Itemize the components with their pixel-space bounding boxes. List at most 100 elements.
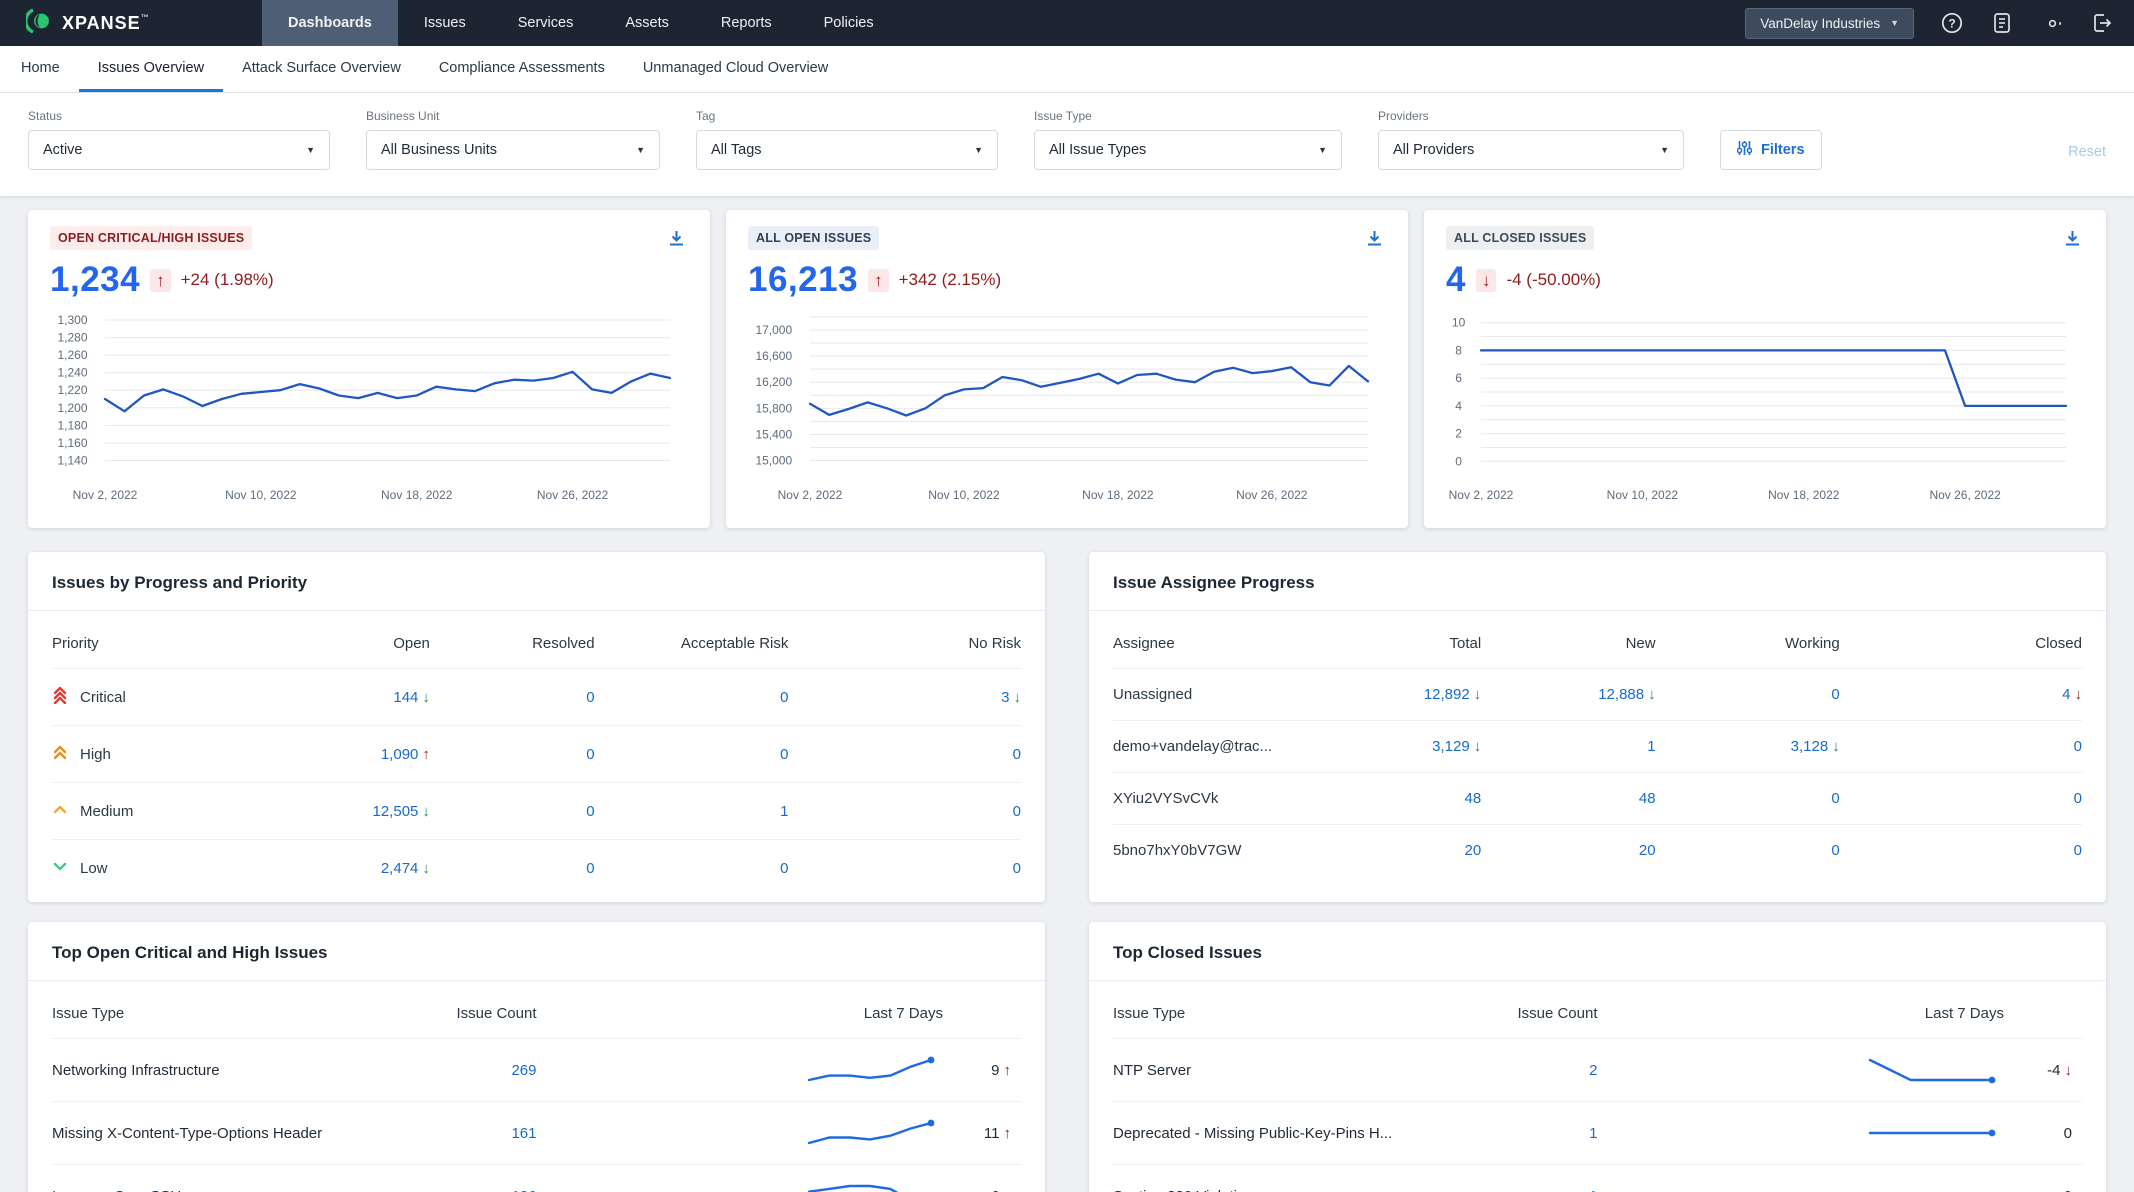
svg-text:8: 8 [1455,343,1462,357]
count-link[interactable]: 1 [780,802,789,820]
count-link[interactable]: 48 [1638,790,1656,807]
nav-item-services[interactable]: Services [517,15,574,31]
svg-text:15,000: 15,000 [755,454,792,468]
count-link[interactable]: 0 [1831,686,1840,703]
tab-issues-overview[interactable]: Issues Overview [78,46,224,92]
table-row: High 1,090 ↑ 0 0 0 [52,725,1021,782]
count-link[interactable]: 144 [393,688,419,706]
count-link[interactable]: 0 [2073,738,2082,755]
count-link[interactable]: 126 [511,1188,536,1192]
count-link[interactable]: 12,892 [1423,686,1470,703]
trend-down-icon: ↓ [422,859,430,877]
count-link[interactable]: 1 [1589,1188,1597,1192]
count-link[interactable]: 1 [1589,1124,1598,1142]
count-link[interactable]: 0 [586,745,595,763]
tab-unmanaged-cloud-overview[interactable]: Unmanaged Cloud Overview [642,59,829,76]
nav-item-assets[interactable]: Assets [625,15,669,31]
svg-text:1,140: 1,140 [57,453,87,467]
table-row: Low 2,474 ↓ 0 0 0 [52,839,1021,896]
business-unit-select[interactable]: All Business Units ▼ [366,130,660,170]
tab-compliance-assessments[interactable]: Compliance Assessments [438,59,605,76]
numeric-cell: 0 [595,688,789,706]
status-select[interactable]: Active ▼ [28,130,330,170]
count-link[interactable]: 0 [1012,745,1021,763]
nav-item-issues[interactable]: Issues [423,15,466,31]
count-link[interactable]: 0 [1831,842,1840,859]
trend-chart-open-critical-high: 1,140 1,160 1,180 1,200 1,220 1,240 1,260 1,280… [50,305,688,512]
tab-attack-surface-overview[interactable]: Attack Surface Overview [242,59,401,76]
count-link[interactable]: 48 [1464,790,1482,807]
count-link[interactable]: 3,129 [1432,738,1470,755]
count-link[interactable]: 0 [586,859,595,877]
priority-cell: High [52,743,265,765]
count-link[interactable]: 0 [586,688,595,706]
numeric-cell: 0 [1840,842,2082,859]
count-link[interactable]: 0 [1012,859,1021,877]
filters-button-label: Filters [1761,142,1805,158]
numeric-cell: 1,090 ↑ [265,746,430,763]
count-link[interactable]: 0 [780,745,789,763]
count-link[interactable]: 0 [1012,802,1021,820]
trend-up-icon: ↑ [1003,1061,1011,1079]
count-link[interactable]: 1 [1647,738,1656,755]
count-link[interactable]: 0 [780,859,789,877]
logout-icon[interactable] [2090,11,2114,35]
count-link[interactable]: 4 [2062,686,2071,703]
last-7-days-cell: 0 [1597,1119,2082,1147]
nav-item-dashboards[interactable]: Dashboards [262,0,398,46]
tag-select[interactable]: All Tags ▼ [696,130,998,170]
tenant-name: VanDelay Industries [1760,15,1881,31]
reset-button[interactable]: Reset [2068,144,2106,160]
issue-type-select-value: All Issue Types [1049,142,1147,158]
priority-cell: Medium [52,800,265,822]
count-link[interactable]: 0 [780,688,789,706]
count-link[interactable]: 0 [1831,790,1840,807]
count-link[interactable]: 0 [2073,790,2082,807]
svg-text:1,300: 1,300 [57,313,87,327]
filters-button[interactable]: Filters [1720,130,1822,170]
count-link[interactable]: 2 [1589,1061,1598,1079]
count-link[interactable]: 3,128 [1790,738,1829,755]
caret-down-icon: ▼ [1890,18,1899,28]
count-link[interactable]: 161 [511,1124,537,1142]
assignee-cell: Unassigned [1113,686,1326,703]
numeric-cell: 0 [788,860,1021,877]
download-icon[interactable] [2060,226,2084,250]
nav-item-policies[interactable]: Policies [823,15,874,31]
help-icon[interactable]: ? [1940,11,1964,35]
trend-number: 11 [983,1124,1000,1142]
dashboard-content: OPEN CRITICAL/HIGH ISSUES 1,234 ↑ +24 (1… [0,196,2134,1192]
priority-cell: Low [52,857,265,879]
filter-issue-type-label: Issue Type [1034,109,1092,123]
download-icon[interactable] [1362,226,1386,250]
count-link[interactable]: 2,474 [380,859,419,877]
count-link[interactable]: 3 [1001,688,1010,706]
count-link[interactable]: 20 [1464,842,1482,859]
filter-tag: Tag All Tags ▼ [696,109,998,170]
issue-type-label: Missing X-Content-Type-Options Header [52,1124,323,1142]
table-row: Insecure OpenSSH 126 -6 ↓ [52,1164,1021,1192]
count-link[interactable]: 20 [1638,842,1656,859]
table-header-row: Assignee Total New Working Closed [1113,615,2082,668]
brand-logo[interactable]: XPANSE™ [0,0,262,46]
issue-type-select[interactable]: All Issue Types ▼ [1034,130,1342,170]
numeric-cell: 1 [1481,738,1655,755]
count-link[interactable]: 0 [586,802,595,820]
count-link[interactable]: 0 [2073,842,2082,859]
tab-home[interactable]: Home [21,59,60,76]
trend-down-icon: ↓ [1832,738,1840,755]
settings-gear-icon[interactable] [2040,11,2064,35]
card-all-closed-issues: ALL CLOSED ISSUES 4 ↓ -4 (-50.00%) 0 2 4 6 8… [1424,210,2106,528]
download-icon[interactable] [664,226,688,250]
svg-text:Nov 10, 2022: Nov 10, 2022 [1607,488,1679,502]
release-notes-icon[interactable] [1990,11,2014,35]
svg-text:1,200: 1,200 [57,401,87,415]
nav-item-reports[interactable]: Reports [720,15,772,31]
count-link[interactable]: 12,888 [1598,686,1645,703]
providers-select[interactable]: All Providers ▼ [1378,130,1684,170]
count-link[interactable]: 269 [511,1061,537,1079]
tenant-selector[interactable]: VanDelay Industries ▼ [1745,7,1914,39]
count-link[interactable]: 12,505 [372,802,419,820]
caret-down-icon: ▼ [306,145,315,155]
count-link[interactable]: 1,090 [380,745,419,763]
